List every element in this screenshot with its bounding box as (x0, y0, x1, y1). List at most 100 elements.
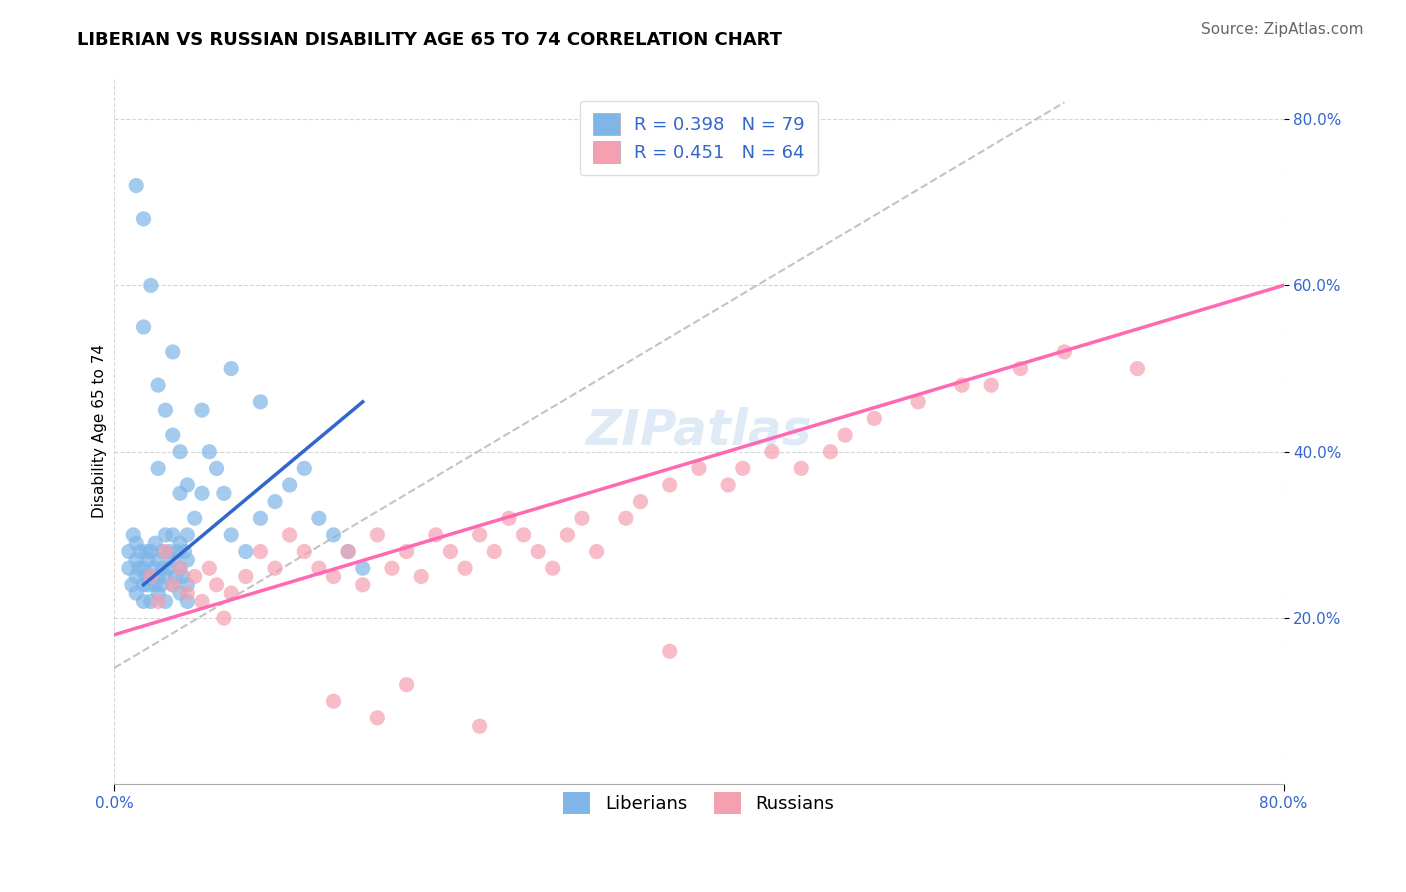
Point (191, 403, 214, 417)
Point (162, 578, 184, 592)
Point (118, 544, 141, 558)
Text: Source: ZipAtlas.com: Source: ZipAtlas.com (1201, 22, 1364, 37)
Point (125, 536, 148, 550)
Point (322, 569, 344, 583)
Y-axis label: Disability Age 65 to 74: Disability Age 65 to 74 (93, 344, 107, 518)
Point (155, 403, 177, 417)
Point (337, 544, 360, 558)
Point (980, 378, 1002, 392)
Point (172, 569, 194, 583)
Point (235, 569, 257, 583)
Point (125, 178, 148, 193)
Point (176, 528, 198, 542)
Point (198, 444, 221, 458)
Point (155, 569, 177, 583)
Point (132, 578, 155, 592)
Point (162, 345, 184, 359)
Point (630, 494, 652, 508)
Legend: Liberians, Russians: Liberians, Russians (553, 781, 845, 825)
Point (278, 478, 301, 492)
Text: ZIPatlas: ZIPatlas (586, 407, 813, 455)
Point (1010, 361, 1032, 376)
Point (136, 553, 159, 567)
Point (292, 461, 315, 475)
Point (292, 544, 315, 558)
Point (498, 511, 520, 525)
Point (820, 444, 842, 458)
Point (121, 578, 143, 592)
Point (834, 428, 856, 442)
Point (411, 569, 433, 583)
Point (118, 561, 141, 575)
Point (132, 594, 155, 608)
Point (541, 561, 564, 575)
Point (585, 544, 607, 558)
Point (219, 586, 242, 600)
Point (125, 569, 148, 583)
Point (169, 561, 191, 575)
Point (122, 528, 145, 542)
Point (155, 594, 177, 608)
Point (191, 486, 214, 500)
Point (150, 578, 173, 592)
Point (205, 461, 228, 475)
Point (139, 569, 162, 583)
Point (527, 544, 550, 558)
Point (135, 569, 157, 583)
Point (169, 586, 191, 600)
Point (146, 594, 169, 608)
Point (235, 544, 257, 558)
Point (907, 394, 929, 409)
Point (173, 544, 195, 558)
Point (162, 553, 184, 567)
Point (198, 561, 221, 575)
Point (139, 594, 162, 608)
Point (322, 528, 344, 542)
Point (146, 378, 169, 392)
Point (191, 594, 214, 608)
Point (366, 528, 388, 542)
Point (155, 544, 177, 558)
Point (176, 586, 198, 600)
Point (142, 561, 165, 575)
Point (658, 644, 681, 658)
Point (395, 544, 418, 558)
Point (169, 444, 191, 458)
Point (454, 561, 477, 575)
Point (146, 569, 169, 583)
Point (322, 694, 344, 708)
Point (143, 536, 166, 550)
Point (169, 561, 191, 575)
Point (512, 528, 534, 542)
Point (308, 561, 330, 575)
Point (159, 544, 181, 558)
Point (143, 578, 166, 592)
Point (165, 569, 187, 583)
Point (1126, 361, 1149, 376)
Point (717, 478, 740, 492)
Point (571, 511, 593, 525)
Point (125, 553, 148, 567)
Point (128, 561, 150, 575)
Point (183, 511, 205, 525)
Point (146, 461, 169, 475)
Point (212, 611, 235, 625)
Point (863, 411, 886, 425)
Point (557, 528, 579, 542)
Point (132, 561, 155, 575)
Point (132, 211, 155, 226)
Point (249, 394, 271, 409)
Point (468, 528, 491, 542)
Point (169, 486, 191, 500)
Point (139, 569, 162, 583)
Point (152, 544, 174, 558)
Point (169, 536, 191, 550)
Point (731, 461, 754, 475)
Point (146, 586, 169, 600)
Point (183, 569, 205, 583)
Point (132, 320, 155, 334)
Point (155, 528, 177, 542)
Point (166, 544, 188, 558)
Point (212, 486, 235, 500)
Text: LIBERIAN VS RUSSIAN DISABILITY AGE 65 TO 74 CORRELATION CHART: LIBERIAN VS RUSSIAN DISABILITY AGE 65 TO… (77, 31, 782, 49)
